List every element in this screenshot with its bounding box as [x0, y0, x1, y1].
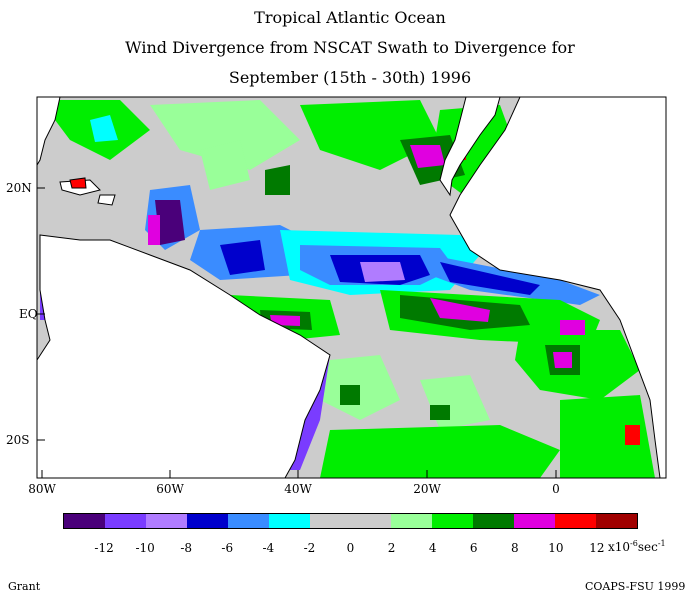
- legend-swatch: [350, 514, 392, 528]
- legend-swatch: [104, 514, 146, 528]
- lat-label-20n: 20N: [6, 181, 32, 195]
- lon-label-0: 0: [552, 482, 560, 496]
- legend-tick-label: -6: [221, 541, 234, 555]
- legend-swatch: [186, 514, 228, 528]
- legend-tick-label: -12: [94, 541, 114, 555]
- legend-swatch: [473, 514, 515, 528]
- lat-label-20s: 20S: [6, 433, 30, 447]
- legend-swatch: [555, 514, 596, 528]
- lon-label-80w: 80W: [28, 482, 56, 496]
- title-line-3: September (15th - 30th) 1996: [228, 68, 472, 87]
- legend-tick-label: -4: [262, 541, 275, 555]
- legend-tick-label: 2: [387, 541, 396, 555]
- legend-swatch: [432, 514, 474, 528]
- footer-credit: COAPS-FSU 1999: [585, 580, 686, 593]
- legend-tick-label: 6: [469, 541, 478, 555]
- legend-swatch: [227, 514, 269, 528]
- legend-swatch: [391, 514, 433, 528]
- axis-ticks: [37, 187, 557, 478]
- legend-swatch: [595, 514, 637, 528]
- legend-tick-label: 10: [548, 541, 564, 555]
- legend-swatch: [309, 514, 351, 528]
- legend-tick-label: 4: [428, 541, 437, 555]
- legend-tick-label: 12: [589, 541, 605, 555]
- lon-label-20w: 20W: [413, 482, 441, 496]
- legend-swatch: [145, 514, 187, 528]
- legend-swatch: [514, 514, 556, 528]
- lon-label-40w: 40W: [284, 482, 312, 496]
- color-legend: [63, 513, 638, 529]
- legend-tick-label: 0: [346, 541, 355, 555]
- footer-author: Grant: [8, 580, 41, 593]
- lon-label-60w: 60W: [156, 482, 184, 496]
- title-line-1: Tropical Atlantic Ocean: [254, 8, 446, 27]
- legend-tick-label: 8: [510, 541, 519, 555]
- title-line-2: Wind Divergence from NSCAT Swath to Dive…: [125, 38, 575, 57]
- legend-unit: x10-6sec-1: [608, 539, 666, 554]
- legend-tick-label: -8: [180, 541, 193, 555]
- legend-tick-label: -10: [135, 541, 155, 555]
- legend-swatch: [64, 514, 105, 528]
- legend-swatch: [268, 514, 310, 528]
- map-frame: [36, 96, 667, 479]
- land-masses: [37, 97, 666, 478]
- lat-label-eq: EQ: [19, 307, 38, 321]
- legend-tick-label: -2: [303, 541, 316, 555]
